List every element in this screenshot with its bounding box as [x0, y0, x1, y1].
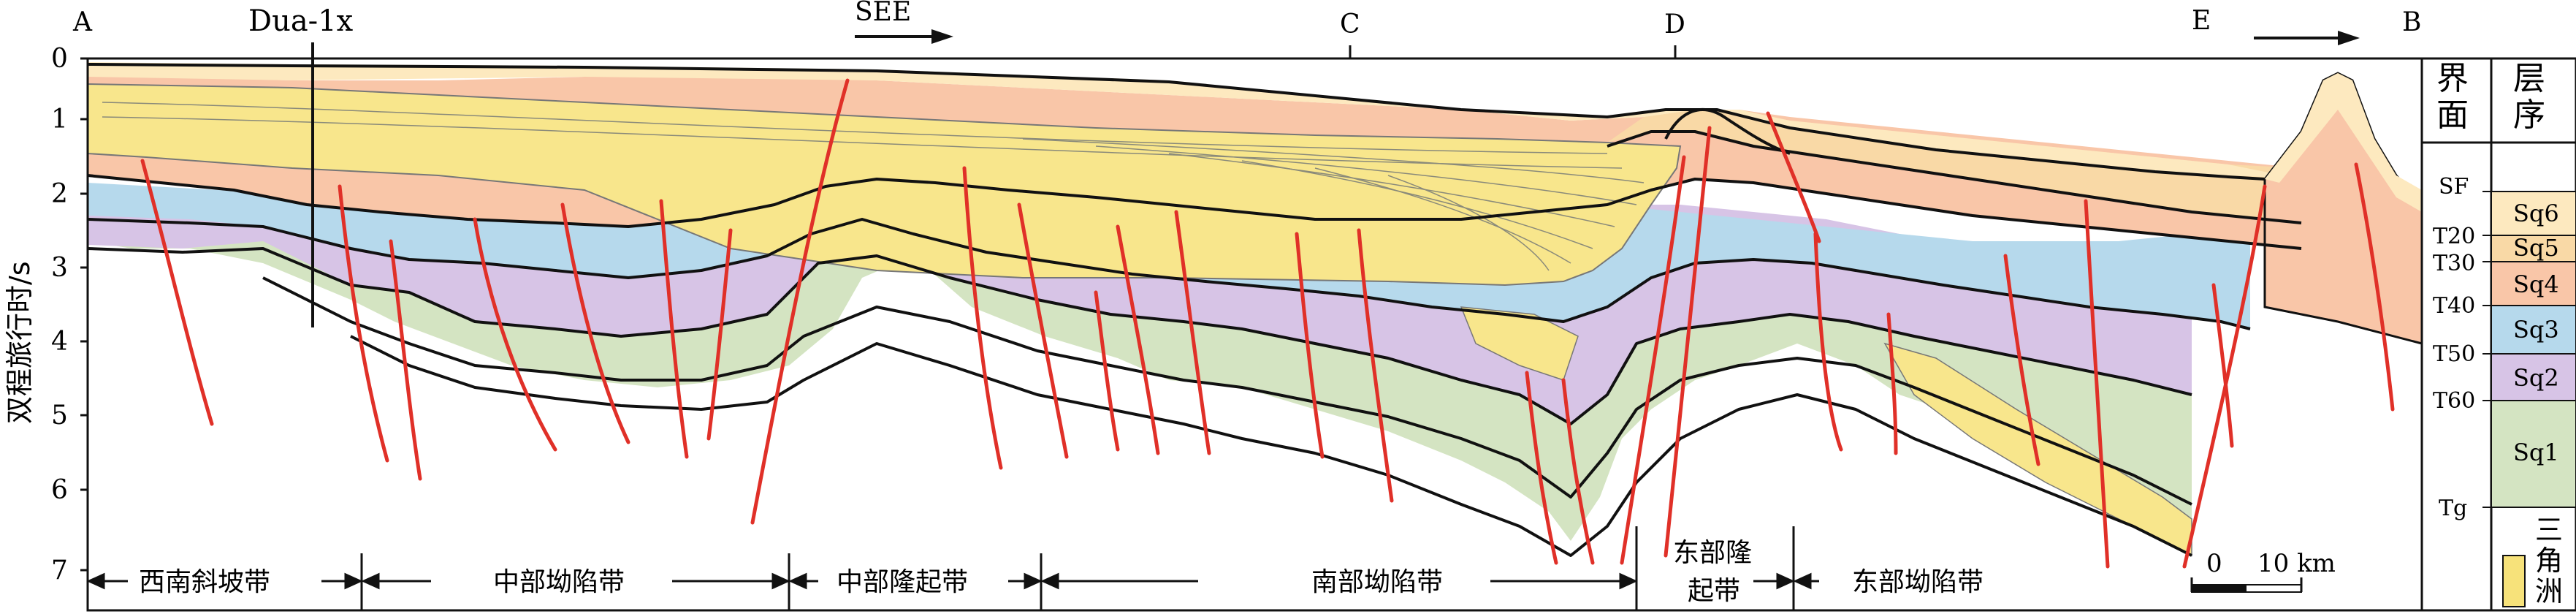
legend-col1-header-2: 面 — [2436, 96, 2469, 134]
zone-central-depression: 中部坳陷带 — [493, 567, 625, 597]
y-tick-6: 6 — [51, 475, 68, 505]
y-tick-3: 3 — [51, 253, 68, 283]
fault-10 — [1017, 202, 1069, 459]
legend-sq6: Sq6 — [2513, 200, 2559, 227]
zone-southwest-slope: 西南斜坡带 — [139, 567, 270, 597]
y-axis-label: 双程旅行时/s — [4, 261, 36, 424]
fault-14 — [1295, 232, 1325, 459]
fault-19 — [1664, 126, 1712, 558]
direction-label: SEE — [855, 0, 911, 27]
fault-5 — [560, 202, 630, 444]
fault-15 — [1357, 228, 1394, 503]
zone-southern-depression: 南部坳陷带 — [1311, 567, 1443, 597]
scale-end: 10 km — [2257, 549, 2336, 578]
direction-arrow-icon — [855, 29, 953, 44]
zone-central-uplift: 中部隆起带 — [837, 567, 968, 597]
legend-if-tg: Tg — [2439, 496, 2467, 521]
fault-21 — [1813, 232, 1843, 452]
legend-col2-header-1: 层 — [2513, 60, 2545, 97]
legend-col1-header-1: 界 — [2436, 60, 2469, 97]
zone-eastern-depression: 东部坳陷带 — [1852, 567, 1984, 597]
zone-bar: 西南斜坡带 中部坳陷带 中部隆起带 南部坳陷带 东部隆 起带 东部坳陷带 — [86, 526, 1984, 610]
fault-23 — [2003, 254, 2040, 466]
legend-delta-l1: 三 — [2535, 514, 2563, 546]
well-label: Dua-1x — [248, 4, 354, 38]
delta-wedge — [87, 83, 1682, 287]
y-tick-7: 7 — [51, 556, 68, 585]
fault-24 — [2084, 199, 2110, 569]
fault-2 — [338, 184, 389, 463]
legend-if-sf: SF — [2439, 174, 2469, 200]
legend-if-t50: T50 — [2433, 341, 2475, 367]
scale-bar: 0 10 km — [2190, 549, 2336, 593]
fault-26 — [2182, 184, 2267, 569]
marker-b: B — [2402, 7, 2421, 37]
y-axis: 0 1 2 3 4 5 6 7 双程旅行时/s — [4, 44, 88, 585]
horizon-t40 — [87, 218, 2251, 330]
east-arrow-icon — [2254, 31, 2360, 45]
fault-25 — [2211, 283, 2234, 448]
legend-sq3: Sq3 — [2513, 316, 2559, 344]
legend-sq5: Sq5 — [2513, 234, 2559, 262]
top-ticks — [1349, 45, 1677, 58]
horizon-t30 — [1607, 130, 2302, 224]
legend-sq4: Sq4 — [2513, 270, 2559, 298]
legend-sq3-box — [2491, 305, 2576, 355]
fault-27 — [2354, 162, 2395, 412]
y-tick-2: 2 — [51, 179, 68, 209]
legend-if-t40: T40 — [2433, 293, 2475, 319]
horizon-t20 — [87, 174, 2302, 250]
y-tick-0: 0 — [51, 44, 68, 74]
legend-sq1: Sq1 — [2513, 439, 2559, 466]
fault-20 — [1766, 111, 1821, 243]
fault-16 — [1525, 371, 1558, 565]
legend-col2-header-2: 序 — [2513, 96, 2545, 134]
marker-d: D — [1664, 10, 1685, 39]
marker-e: E — [2192, 6, 2211, 36]
fault-6 — [659, 199, 689, 459]
legend-if-t60: T60 — [2433, 388, 2475, 414]
fault-11 — [1094, 290, 1120, 452]
fault-9 — [962, 166, 1003, 470]
legend-delta-l2: 角 — [2535, 545, 2563, 577]
fault-4 — [473, 217, 557, 452]
section-strata — [87, 58, 2423, 610]
fault-22 — [1886, 312, 1898, 455]
uplift-peak-sq6 — [2265, 73, 2422, 212]
fault-1 — [140, 159, 214, 426]
horizon-sf — [87, 63, 2266, 181]
marker-a: A — [72, 7, 93, 37]
legend-sq1-box — [2491, 400, 2576, 508]
y-ticks — [80, 57, 88, 572]
marker-c: C — [1340, 10, 1360, 39]
legend-sq2-box — [2491, 353, 2576, 401]
legend-delta-box — [2502, 555, 2526, 607]
horizon-tg — [350, 335, 2192, 557]
faults — [140, 78, 2395, 569]
fault-3 — [389, 239, 422, 481]
legend-sq2: Sq2 — [2513, 364, 2559, 392]
fault-8 — [750, 78, 850, 525]
delta-laminations — [102, 102, 1645, 271]
y-tick-5: 5 — [51, 401, 68, 431]
zone-eastern-uplift-l2: 起带 — [1688, 576, 1740, 606]
horizon-dome-d — [1664, 108, 1791, 155]
fault-12 — [1116, 224, 1160, 455]
zone-eastern-uplift-l1: 东部隆 — [1673, 538, 1752, 568]
sq5-fill — [1607, 110, 2301, 223]
fault-7 — [706, 228, 733, 441]
legend-if-t30: T30 — [2433, 251, 2475, 276]
legend-if-t20: T20 — [2433, 224, 2475, 249]
fault-17 — [1561, 378, 1595, 565]
fault-13 — [1174, 210, 1211, 455]
y-tick-1: 1 — [51, 105, 68, 134]
scale-start: 0 — [2206, 549, 2222, 578]
legend-delta-l3: 洲 — [2535, 575, 2563, 607]
legend: 界 面 层 序 Sq6 Sq5 Sq4 Sq3 Sq2 Sq1 三 角 洲 — [2420, 57, 2576, 612]
fault-18 — [1620, 155, 1686, 565]
y-tick-4: 4 — [51, 327, 68, 357]
